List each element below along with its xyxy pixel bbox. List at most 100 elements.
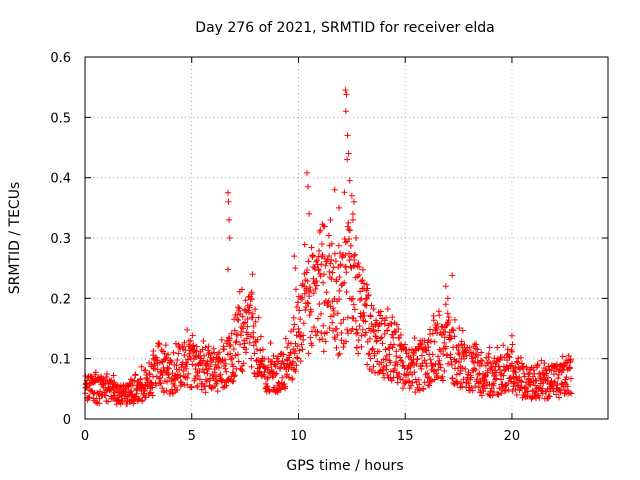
data-point bbox=[257, 361, 264, 368]
data-point bbox=[218, 336, 225, 343]
data-point bbox=[488, 366, 495, 373]
data-point bbox=[357, 310, 364, 317]
data-point bbox=[469, 387, 476, 394]
data-point bbox=[168, 358, 175, 365]
data-point bbox=[239, 325, 246, 332]
data-point bbox=[282, 383, 289, 390]
data-point bbox=[161, 350, 168, 357]
data-point bbox=[372, 317, 379, 324]
data-point bbox=[223, 368, 230, 375]
data-point bbox=[416, 381, 423, 388]
data-point bbox=[221, 356, 228, 363]
data-point bbox=[230, 363, 237, 370]
data-point bbox=[308, 244, 315, 251]
data-point bbox=[103, 371, 110, 378]
data-point bbox=[394, 361, 401, 368]
data-point bbox=[171, 382, 178, 389]
data-point bbox=[497, 367, 504, 374]
data-point bbox=[198, 386, 205, 393]
data-point bbox=[202, 389, 209, 396]
x-tick-label: 0 bbox=[81, 429, 89, 444]
data-point bbox=[346, 236, 353, 243]
data-point bbox=[355, 337, 362, 344]
data-point bbox=[304, 299, 311, 306]
data-point bbox=[427, 356, 434, 363]
data-point bbox=[505, 380, 512, 387]
data-point bbox=[369, 346, 376, 353]
data-point bbox=[523, 366, 530, 373]
data-point bbox=[421, 357, 428, 364]
data-point bbox=[256, 368, 263, 375]
data-point bbox=[148, 361, 155, 368]
data-point bbox=[300, 320, 307, 327]
data-point bbox=[365, 291, 372, 298]
data-point bbox=[460, 376, 467, 383]
data-point bbox=[332, 258, 339, 265]
data-point bbox=[449, 272, 456, 279]
data-point bbox=[307, 287, 314, 294]
y-tick-label: 0.1 bbox=[50, 353, 71, 368]
data-point bbox=[360, 280, 367, 287]
data-point bbox=[292, 265, 299, 272]
data-point bbox=[264, 375, 271, 382]
data-point bbox=[349, 325, 356, 332]
data-point bbox=[305, 183, 312, 190]
data-point bbox=[368, 302, 375, 309]
x-axis: 0 5 10 15 20 bbox=[81, 57, 520, 444]
data-point bbox=[347, 242, 354, 249]
data-point bbox=[174, 374, 181, 381]
data-point bbox=[341, 279, 348, 286]
data-point bbox=[498, 390, 505, 397]
data-point bbox=[237, 341, 244, 348]
data-point bbox=[366, 335, 373, 342]
data-point bbox=[303, 285, 310, 292]
data-point bbox=[356, 271, 363, 278]
data-point bbox=[308, 342, 315, 349]
data-point bbox=[448, 361, 455, 368]
data-point bbox=[128, 387, 135, 394]
data-point bbox=[123, 401, 130, 408]
data-point bbox=[336, 287, 343, 294]
data-point bbox=[508, 332, 515, 339]
data-point bbox=[344, 223, 351, 230]
x-tick-label: 5 bbox=[188, 429, 196, 444]
data-point bbox=[536, 384, 543, 391]
data-point bbox=[186, 353, 193, 360]
data-point bbox=[459, 365, 466, 372]
data-point bbox=[103, 374, 110, 381]
data-point bbox=[451, 333, 458, 340]
data-point bbox=[525, 371, 532, 378]
data-point bbox=[447, 335, 454, 342]
data-point bbox=[354, 329, 361, 336]
data-point bbox=[357, 297, 364, 303]
data-point bbox=[227, 341, 234, 348]
data-point bbox=[149, 384, 156, 391]
y-tick-label: 0.6 bbox=[50, 51, 71, 66]
data-point bbox=[299, 346, 306, 353]
data-point bbox=[566, 364, 573, 371]
data-point bbox=[194, 372, 201, 379]
data-point bbox=[370, 328, 377, 335]
data-point bbox=[335, 352, 342, 359]
data-point bbox=[345, 226, 352, 233]
data-point bbox=[363, 281, 370, 288]
data-point bbox=[530, 367, 537, 374]
data-point bbox=[378, 334, 385, 341]
data-point bbox=[320, 279, 327, 286]
data-point bbox=[148, 379, 155, 386]
data-point bbox=[305, 300, 312, 307]
data-point bbox=[326, 268, 333, 275]
data-point bbox=[348, 296, 355, 303]
data-point bbox=[513, 391, 520, 398]
data-point bbox=[138, 363, 145, 370]
data-point bbox=[336, 350, 343, 357]
data-point bbox=[536, 370, 543, 377]
data-point bbox=[455, 347, 462, 354]
data-point bbox=[304, 277, 311, 284]
data-point bbox=[310, 252, 317, 259]
data-point bbox=[201, 352, 208, 359]
data-point bbox=[459, 327, 466, 334]
data-point bbox=[407, 354, 414, 361]
data-point bbox=[293, 332, 300, 339]
